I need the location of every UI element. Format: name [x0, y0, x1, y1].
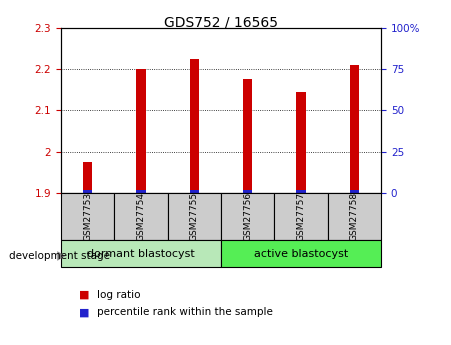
Text: GSM27753: GSM27753: [83, 192, 92, 241]
Text: ■: ■: [79, 307, 89, 317]
Text: GSM27754: GSM27754: [137, 192, 145, 241]
Bar: [189, 59, 199, 190]
Bar: [189, 190, 199, 193]
Bar: [61, 193, 114, 240]
Text: GSM27756: GSM27756: [243, 192, 252, 241]
Bar: [61, 240, 221, 267]
Bar: [243, 190, 253, 193]
Text: GDS752 / 16565: GDS752 / 16565: [164, 16, 278, 30]
Text: dormant blastocyst: dormant blastocyst: [87, 249, 195, 258]
Bar: [83, 190, 92, 193]
Text: active blastocyst: active blastocyst: [254, 249, 348, 258]
Bar: [328, 193, 381, 240]
Bar: [136, 69, 146, 190]
Bar: [168, 193, 221, 240]
Bar: [114, 193, 168, 240]
Bar: [296, 92, 306, 190]
Polygon shape: [57, 251, 65, 261]
Text: log ratio: log ratio: [97, 290, 140, 300]
Bar: [350, 65, 359, 190]
Text: GSM27755: GSM27755: [190, 192, 199, 241]
Text: development stage: development stage: [9, 251, 110, 261]
Text: GSM27757: GSM27757: [297, 192, 305, 241]
Text: GSM27758: GSM27758: [350, 192, 359, 241]
Bar: [296, 190, 306, 193]
Text: ■: ■: [79, 290, 89, 300]
Bar: [221, 193, 274, 240]
Bar: [350, 190, 359, 193]
Bar: [274, 193, 328, 240]
Bar: [243, 79, 253, 190]
Bar: [83, 162, 92, 190]
Bar: [221, 240, 381, 267]
Text: percentile rank within the sample: percentile rank within the sample: [97, 307, 273, 317]
Bar: [136, 190, 146, 193]
